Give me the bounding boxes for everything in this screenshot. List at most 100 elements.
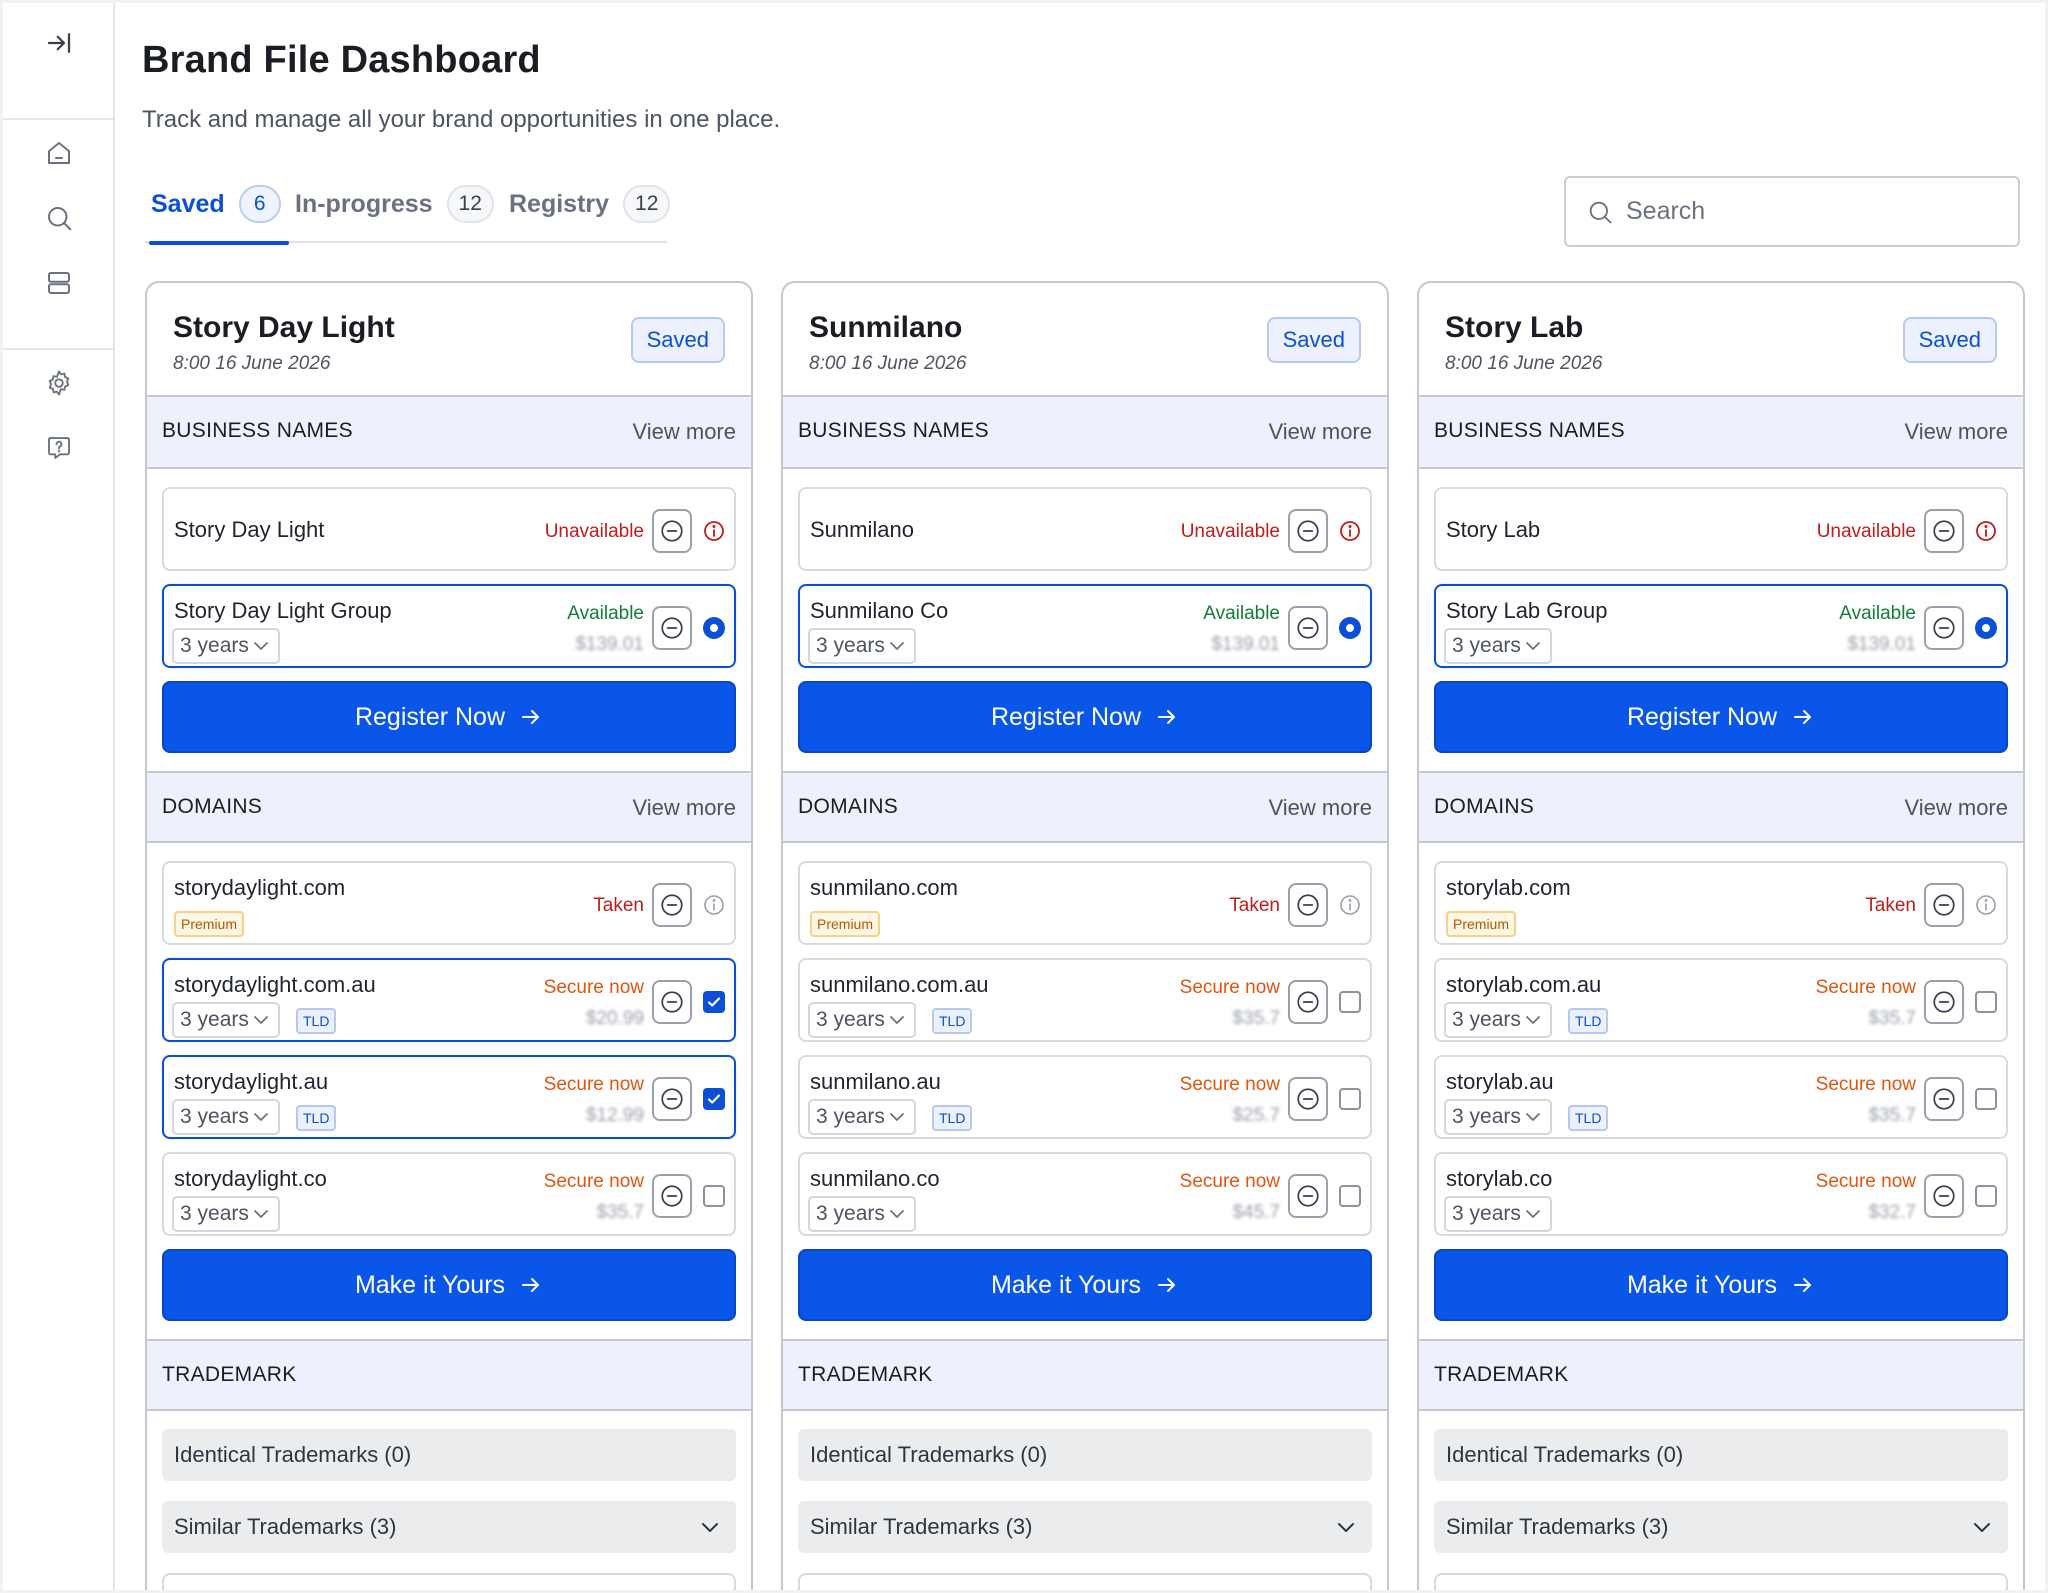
view-more-link[interactable]: View more [1268,419,1372,444]
remove-button[interactable] [1288,509,1328,553]
register-now-button[interactable]: Register Now [798,681,1372,753]
remove-button[interactable] [652,980,692,1024]
check-icon [1979,1191,1993,1201]
info-button[interactable] [1974,519,1998,543]
select-checkbox[interactable] [702,1087,726,1111]
info-button[interactable] [1338,519,1362,543]
search-input[interactable] [1626,197,2006,226]
select-checkbox[interactable] [702,1184,726,1208]
similar-trademarks-row[interactable]: Similar Trademarks (3) [798,1501,1372,1553]
info-icon [704,895,724,915]
view-more-link[interactable]: View more [1904,419,2008,444]
remove-button[interactable] [1288,883,1328,927]
view-more-link[interactable]: View more [1268,795,1372,820]
gear-icon [48,370,70,396]
chevron-down-icon [890,1113,904,1121]
remove-button[interactable] [1288,1174,1328,1218]
remove-button[interactable] [1288,980,1328,1024]
select-radio[interactable] [1974,616,1998,640]
remove-button[interactable] [1288,1077,1328,1121]
info-button[interactable] [1974,893,1998,917]
price-text: $139.01 [1211,634,1280,655]
remove-button[interactable] [652,606,692,650]
tab-in-progress[interactable]: In-progress 12 [295,181,494,243]
chevron-down-icon [254,642,268,650]
expand-sidebar-button[interactable] [39,23,79,63]
select-radio[interactable] [702,616,726,640]
remove-button[interactable] [652,509,692,553]
sidebar-item-home[interactable] [39,133,79,173]
select-checkbox[interactable] [1338,990,1362,1014]
years-select[interactable]: 3 years [172,1002,280,1038]
select-checkbox[interactable] [1974,1087,1998,1111]
similar-trademarks-row[interactable]: Similar Trademarks (3) [1434,1501,2008,1553]
sidebar-item-help[interactable] [39,428,79,468]
years-select[interactable]: 3 years [172,628,280,664]
business-name-row: Story Day Light Unavailable [162,487,736,571]
remove-button[interactable] [1924,883,1964,927]
make-it-yours-button[interactable]: Make it Yours [162,1249,736,1321]
chevron-down-icon [890,1210,904,1218]
make-it-yours-button[interactable]: Make it Yours [798,1249,1372,1321]
remove-button[interactable] [1924,1174,1964,1218]
domain-name: storylab.com [1446,875,1571,900]
view-more-link[interactable]: View more [632,419,736,444]
view-more-link[interactable]: View more [1904,795,2008,820]
view-more-link[interactable]: View more [632,795,736,820]
price-text: $32.7 [1868,1202,1916,1223]
checkbox [1975,1088,1997,1110]
years-select[interactable]: 3 years [172,1196,280,1232]
years-select[interactable]: 3 years [1444,1099,1552,1135]
identical-trademarks-row[interactable]: Identical Trademarks (0) [798,1429,1372,1481]
make-it-yours-button[interactable]: Make it Yours [1434,1249,2008,1321]
remove-button[interactable] [652,1174,692,1218]
register-now-button[interactable]: Register Now [1434,681,2008,753]
select-checkbox[interactable] [1338,1184,1362,1208]
select-checkbox[interactable] [1974,990,1998,1014]
identical-trademarks-row[interactable]: Identical Trademarks (0) [1434,1429,2008,1481]
years-select[interactable]: 3 years [808,628,916,664]
button-label: Make it Yours [990,1270,1142,1299]
tab-label: Saved [151,190,225,218]
domain-row: sunmilano.au 3 years TLD Secure now $25.… [798,1055,1372,1139]
remove-button[interactable] [1924,980,1964,1024]
remove-button[interactable] [1288,606,1328,650]
remove-button[interactable] [652,1077,692,1121]
info-button[interactable] [1338,893,1362,917]
search-box[interactable] [1564,176,2020,247]
select-radio[interactable] [1338,616,1362,640]
info-button[interactable] [702,893,726,917]
years-select[interactable]: 3 years [808,1099,916,1135]
domain-name: sunmilano.com.au [810,972,989,997]
remove-button[interactable] [1924,606,1964,650]
remove-button[interactable] [1924,509,1964,553]
card-title: Sunmilano [809,311,963,344]
domain-name: storydaylight.au [174,1069,329,1094]
status-badge: Saved [1266,317,1361,363]
sidebar-item-settings[interactable] [39,363,79,403]
tab-registry[interactable]: Registry 12 [509,181,671,243]
years-select[interactable]: 3 years [1444,1196,1552,1232]
info-button[interactable] [702,519,726,543]
select-checkbox[interactable] [1974,1184,1998,1208]
checkbox [703,1088,725,1110]
years-select[interactable]: 3 years [808,1002,916,1038]
years-select[interactable]: 3 years [172,1099,280,1135]
years-select[interactable]: 3 years [1444,628,1552,664]
sidebar-item-files[interactable] [39,263,79,303]
tab-saved[interactable]: Saved 6 [149,181,289,245]
select-checkbox[interactable] [1338,1087,1362,1111]
sidebar-item-search[interactable] [39,198,79,238]
remove-button[interactable] [1924,1077,1964,1121]
minus-circle-icon [661,617,683,639]
years-select[interactable]: 3 years [808,1196,916,1232]
tab-count-badge: 6 [238,185,281,223]
identical-trademarks-row[interactable]: Identical Trademarks (0) [162,1429,736,1481]
status-text: Secure now [1179,1171,1280,1192]
select-checkbox[interactable] [702,990,726,1014]
chevron-down-icon [1526,1210,1540,1218]
register-now-button[interactable]: Register Now [162,681,736,753]
years-select[interactable]: 3 years [1444,1002,1552,1038]
similar-trademarks-row[interactable]: Similar Trademarks (3) [162,1501,736,1553]
remove-button[interactable] [652,883,692,927]
